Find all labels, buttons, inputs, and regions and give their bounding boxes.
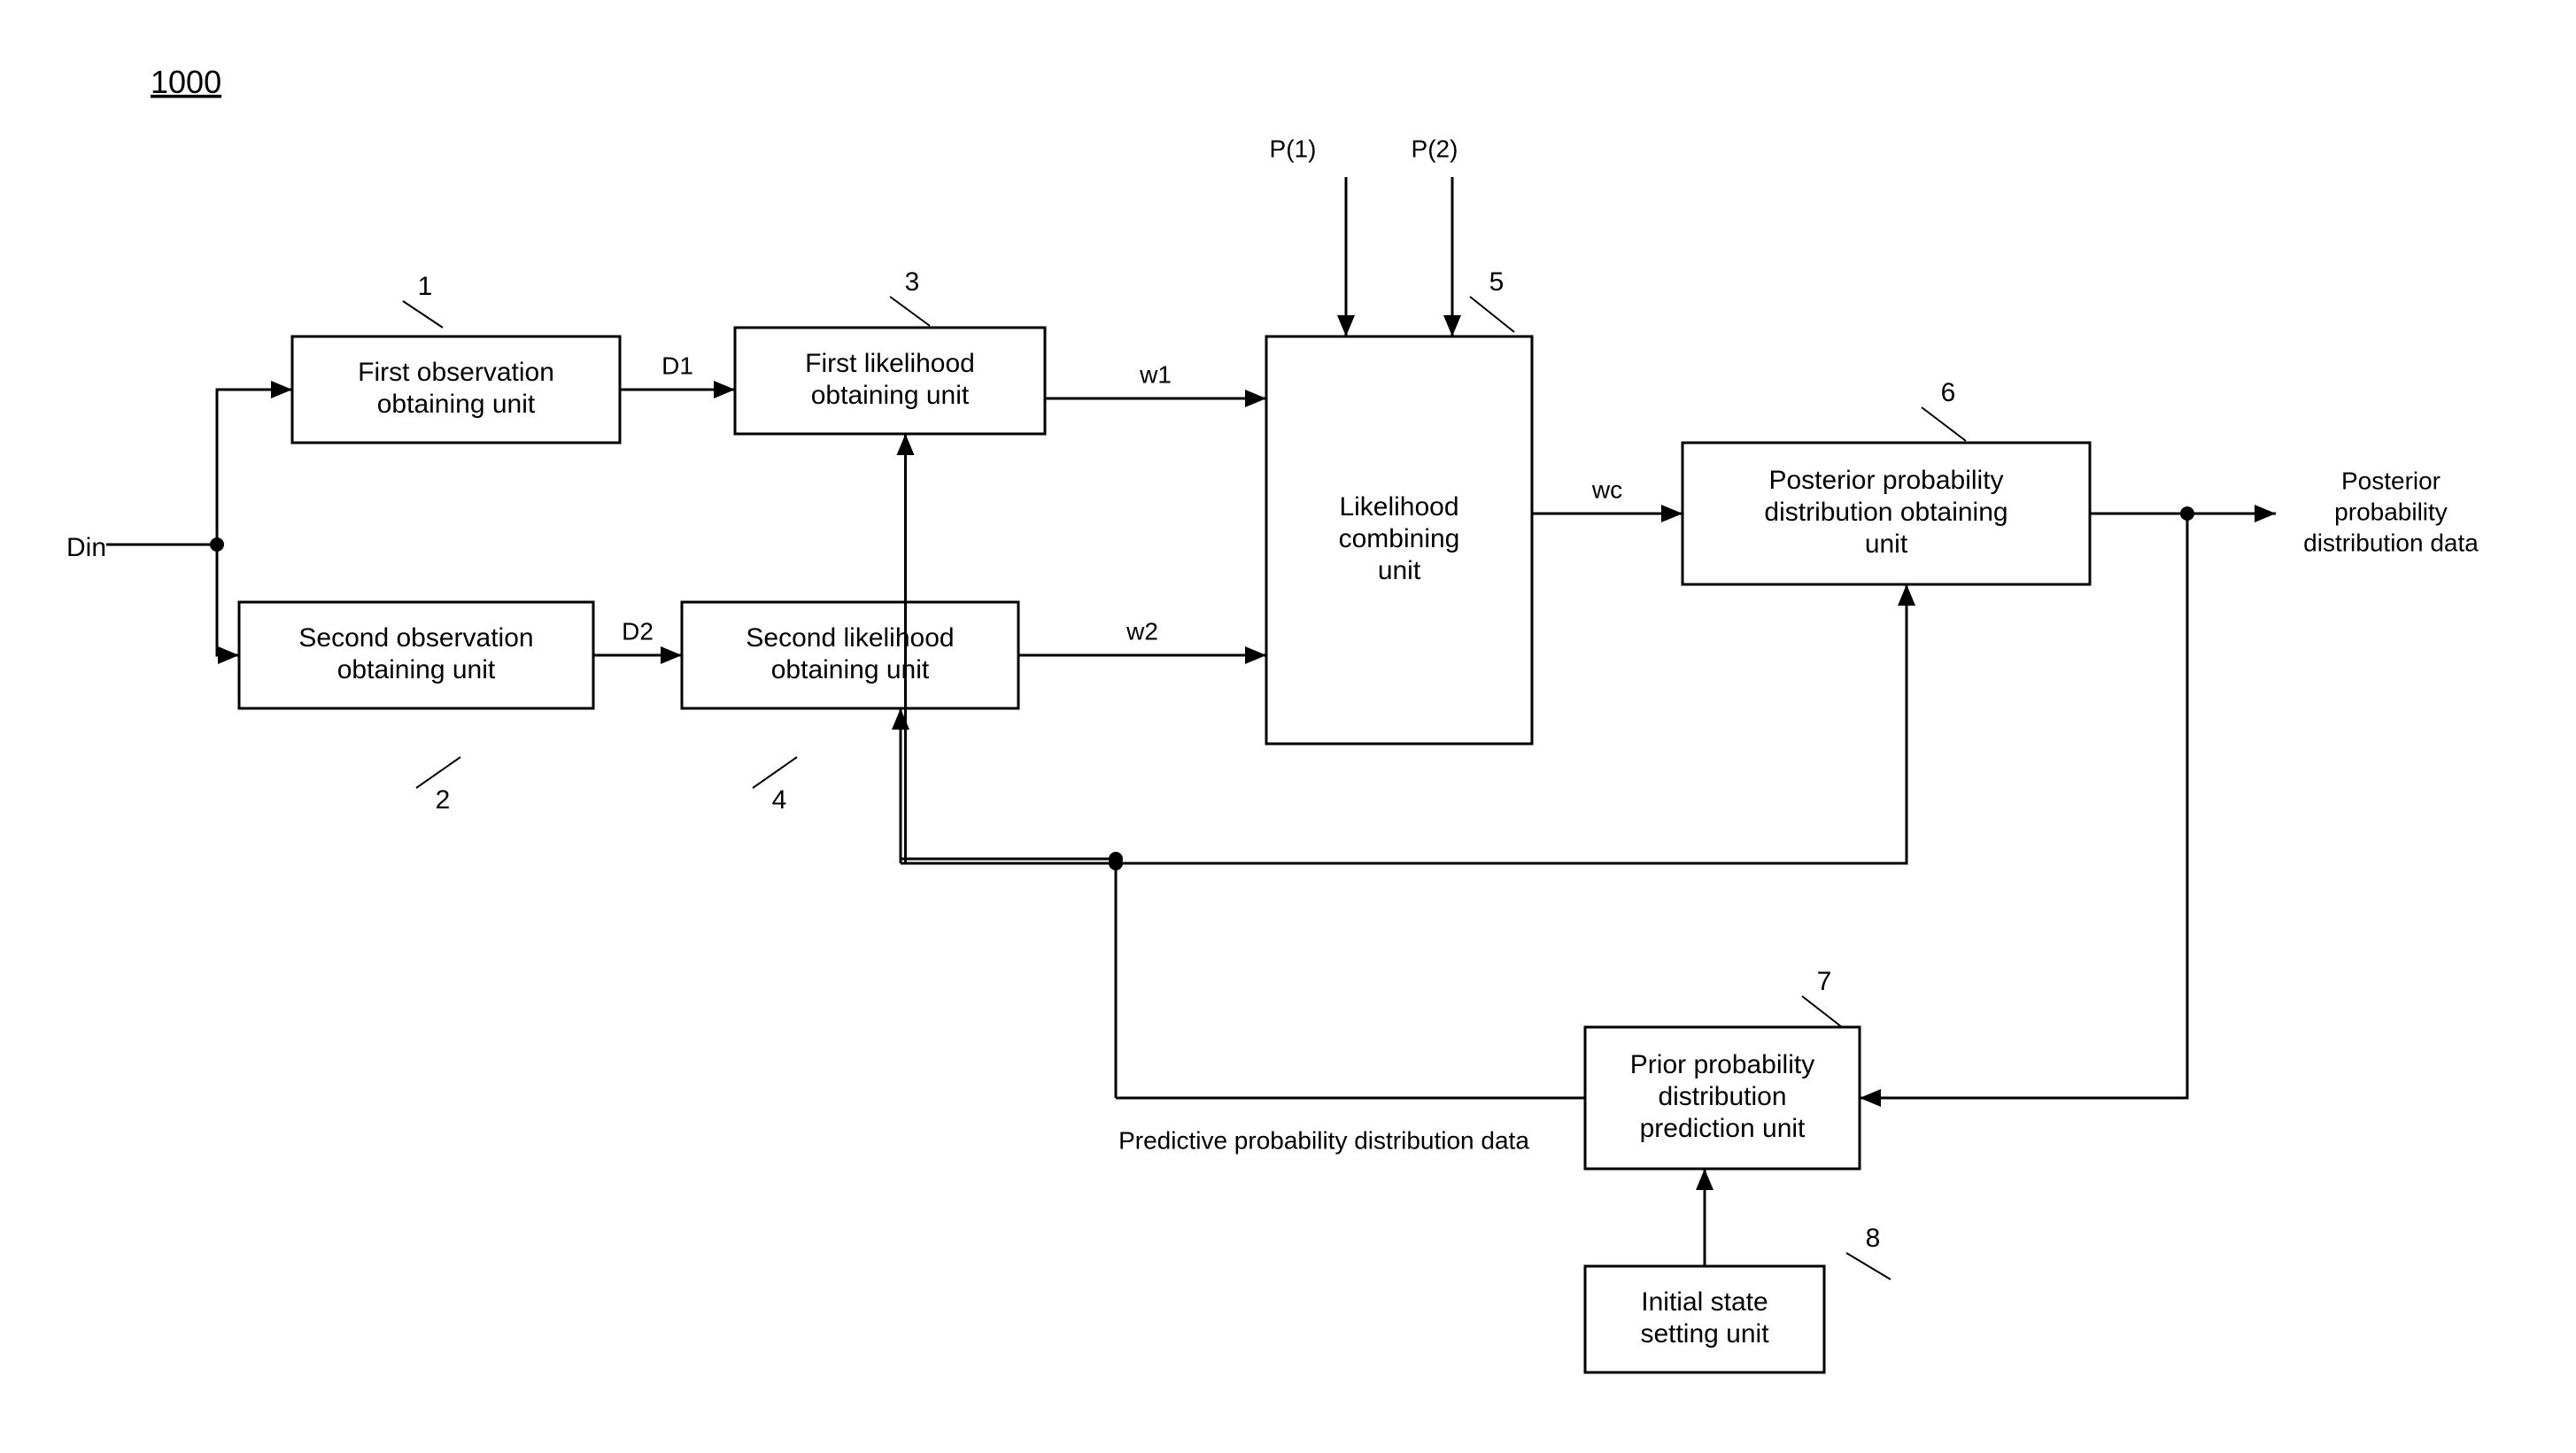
box-initial-state-label: setting unit [1640,1319,1769,1349]
feedback-caption: Predictive probability distribution data [1118,1126,1529,1154]
output-label: Posterior [2341,467,2441,494]
arrow-head [1337,315,1355,336]
box-prior-prediction-label: prediction unit [1640,1114,1806,1143]
signal-d1: D1 [661,352,693,379]
box-second-likelihood-label: Second likelihood [746,623,954,653]
block-diagram: 1000First observationobtaining unitSecon… [0,0,2576,1453]
box-likelihood-combining-label: Likelihood [1339,492,1458,522]
box-first-observation-label: obtaining unit [377,390,536,419]
arrow-head [218,646,239,664]
box-initial-state-label: Initial state [1641,1287,1768,1317]
arrow-head [1245,390,1266,407]
box-first-likelihood-label: First likelihood [805,349,975,378]
signal-p1: P(1) [1270,135,1317,162]
arrow-head [271,381,292,398]
signal-w2: w2 [1126,617,1158,645]
box-num-b1: 1 [418,272,433,301]
box-num-b6: 6 [1941,378,1956,407]
leader-line [1922,407,1966,441]
arrow-head [1696,1169,1713,1190]
input-din: Din [66,533,106,562]
leader-line [1802,996,1842,1027]
signal-w1: w1 [1139,360,1172,388]
connector [217,390,292,545]
leader-line [753,757,797,788]
box-first-observation-label: First observation [358,358,554,387]
box-prior-prediction-label: Prior probability [1630,1050,1814,1079]
box-second-observation-label: obtaining unit [337,655,496,684]
leader-line [1470,297,1514,332]
leader-line [403,301,443,328]
leader-line [890,297,930,326]
box-posterior-label: distribution obtaining [1764,498,2007,527]
arrow-head [2255,505,2276,522]
box-second-observation-label: Second observation [298,623,533,653]
arrow-head [897,434,915,455]
signal-p2: P(2) [1412,135,1458,162]
arrow-head [661,646,682,664]
box-num-b5: 5 [1489,267,1505,297]
connector [217,545,239,655]
arrow-head [1898,584,1915,606]
box-num-b7: 7 [1817,967,1832,996]
box-posterior-label: Posterior probability [1768,466,2003,495]
connector [901,708,1116,859]
arrow-head [1245,646,1266,664]
diagram-id: 1000 [151,64,221,100]
box-num-b3: 3 [905,267,920,297]
box-num-b8: 8 [1866,1224,1881,1253]
arrow-head [714,381,735,398]
signal-wc: wc [1591,475,1622,503]
leader-line [416,757,460,788]
box-num-b4: 4 [772,785,787,815]
leader-line [1846,1253,1891,1279]
arrow-head [1443,315,1461,336]
box-likelihood-combining-label: unit [1378,556,1421,585]
box-first-likelihood-label: obtaining unit [811,381,970,410]
output-label: distribution data [2303,529,2479,556]
box-prior-prediction-label: distribution [1658,1082,1786,1111]
box-num-b2: 2 [436,785,451,815]
signal-d2: D2 [622,617,654,645]
arrow-head [1860,1089,1881,1107]
box-posterior-label: unit [1865,529,1908,559]
arrow-head [1661,505,1683,522]
box-likelihood-combining-label: combining [1339,524,1460,553]
output-label: probability [2334,498,2448,525]
